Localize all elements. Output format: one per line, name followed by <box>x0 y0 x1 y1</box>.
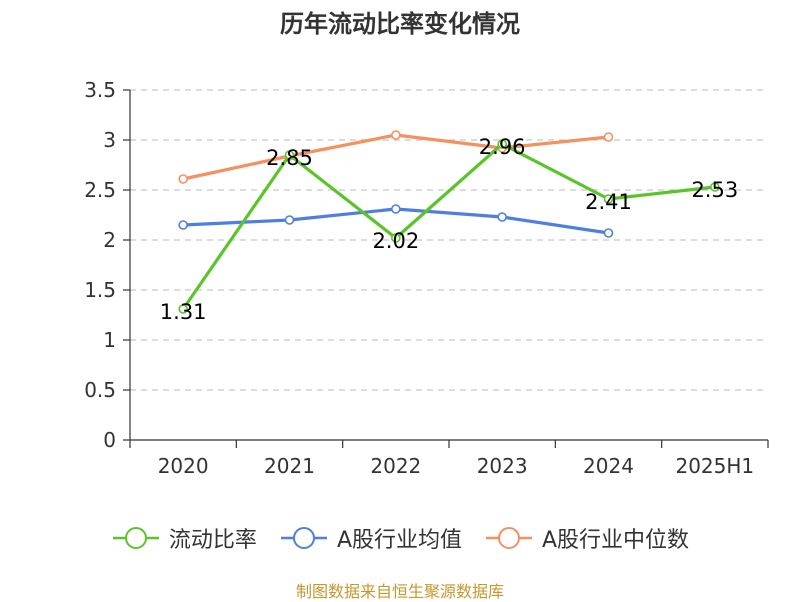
data-point <box>391 130 401 140</box>
x-tick-label: 2023 <box>477 454 528 478</box>
source-note: 制图数据来自恒生聚源数据库 <box>295 582 504 601</box>
data-point <box>603 228 614 238</box>
legend-item[interactable]: A股行业中位数 <box>484 522 689 554</box>
data-label: 2.53 <box>691 178 738 202</box>
y-tick-label: 2.5 <box>84 178 116 202</box>
y-tick-label: 0.5 <box>84 378 116 402</box>
x-tick-label: 2025H1 <box>675 454 754 478</box>
x-tick-label: 2020 <box>158 454 209 478</box>
y-tick-label: 0 <box>103 428 116 452</box>
legend-label: 流动比率 <box>168 528 257 553</box>
y-tick-label: 2 <box>103 228 116 252</box>
series-2 <box>178 130 614 184</box>
data-point <box>178 220 188 230</box>
x-tick-label: 2022 <box>370 454 421 478</box>
data-point <box>284 150 295 160</box>
data-point <box>603 132 614 142</box>
chart-title: 历年流动比率变化情况 <box>280 10 520 38</box>
data-label: 2.85 <box>266 146 313 170</box>
data-point <box>284 215 295 225</box>
data-point <box>497 139 507 149</box>
legend-item[interactable]: A股行业均值 <box>279 522 462 554</box>
data-point <box>497 212 507 222</box>
data-label: 2.96 <box>479 135 526 159</box>
legend-label: A股行业中位数 <box>542 528 690 553</box>
legend: 流动比率 A股行业均值 A股行业中位数 <box>0 518 800 558</box>
y-tick-label: 1 <box>103 328 116 352</box>
legend-line-icon <box>112 527 159 549</box>
data-point <box>178 174 188 184</box>
data-point <box>178 304 188 314</box>
y-tick-label: 1.5 <box>84 278 116 302</box>
series-1 <box>178 204 614 238</box>
legend-label: A股行业均值 <box>336 528 462 553</box>
data-point <box>603 194 614 204</box>
data-point <box>391 233 401 243</box>
legend-line-icon <box>280 527 327 549</box>
data-label: 2.41 <box>585 190 632 214</box>
data-point <box>710 182 720 192</box>
x-tick-label: 2024 <box>583 454 634 478</box>
series-0 <box>178 139 720 314</box>
legend-item[interactable]: 流动比率 <box>111 522 257 554</box>
data-label: 2.02 <box>372 229 419 253</box>
series-line <box>182 133 609 181</box>
x-tick-label: 2021 <box>264 454 315 478</box>
data-label: 1.31 <box>160 300 207 324</box>
y-tick-label: 3 <box>103 128 116 152</box>
data-point <box>391 204 401 214</box>
legend-line-icon <box>486 527 532 549</box>
y-tick-label: 3.5 <box>84 78 116 102</box>
series-line <box>181 142 716 310</box>
